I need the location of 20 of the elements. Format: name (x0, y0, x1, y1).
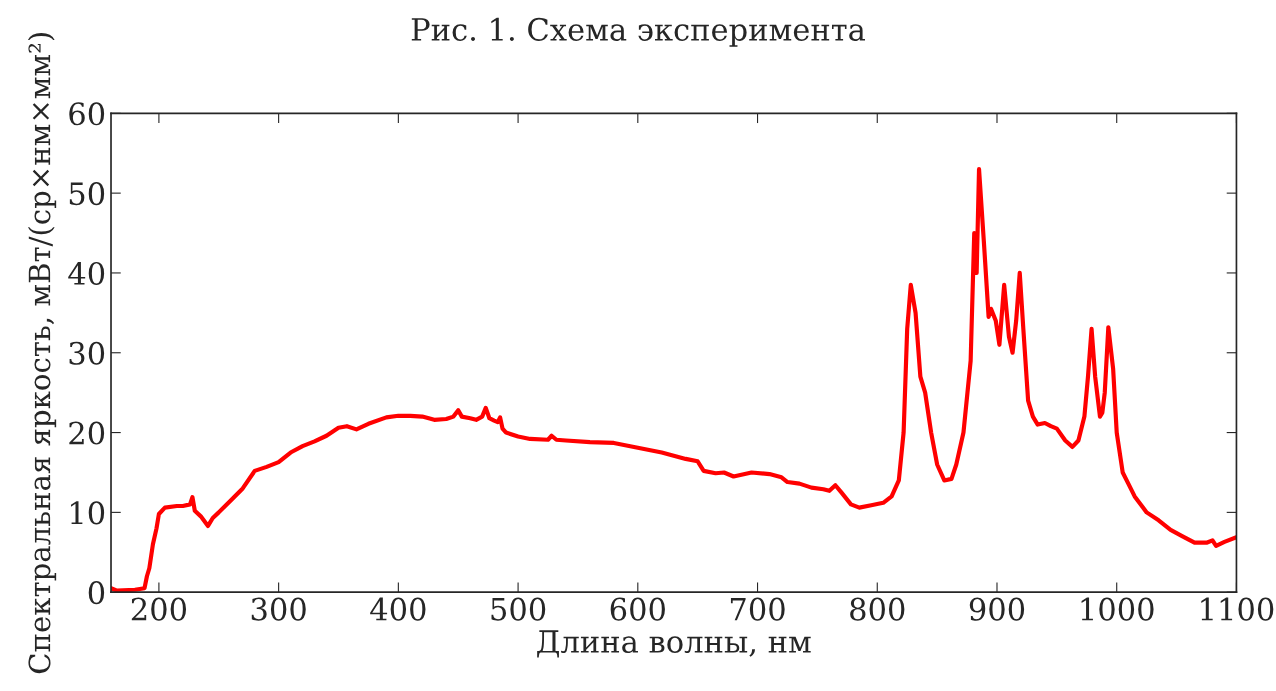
y-axis-title: Спектральная яркость, мВт/(ср×нм×мм²) (27, 33, 57, 674)
x-tick-label: 200 (131, 597, 187, 621)
x-tick-label: 900 (969, 597, 1025, 621)
y-tick-label: 40 (68, 261, 105, 285)
y-tick-label: 60 (69, 102, 105, 126)
x-tick-label: 500 (491, 597, 546, 621)
x-tick-label: 700 (730, 597, 785, 621)
y-tick-label: 10 (71, 501, 105, 525)
y-tick-label: 20 (69, 421, 105, 445)
x-tick-label: 400 (370, 597, 426, 621)
text: Рис. 1. Схема эксперимента (411, 17, 866, 47)
y-tick-label: 50 (69, 182, 105, 206)
y-tick-label: 0 (88, 581, 105, 605)
x-tick-label: 600 (610, 597, 665, 621)
y-tick-label: 30 (69, 341, 105, 365)
x-tick-label: 1000 (1081, 597, 1154, 621)
x-tick-label: 800 (850, 597, 905, 621)
x-axis-title: Длина волны, нм (537, 630, 811, 658)
x-tick-label: 1100 (1201, 597, 1274, 621)
x-tick-label: 300 (251, 597, 306, 621)
